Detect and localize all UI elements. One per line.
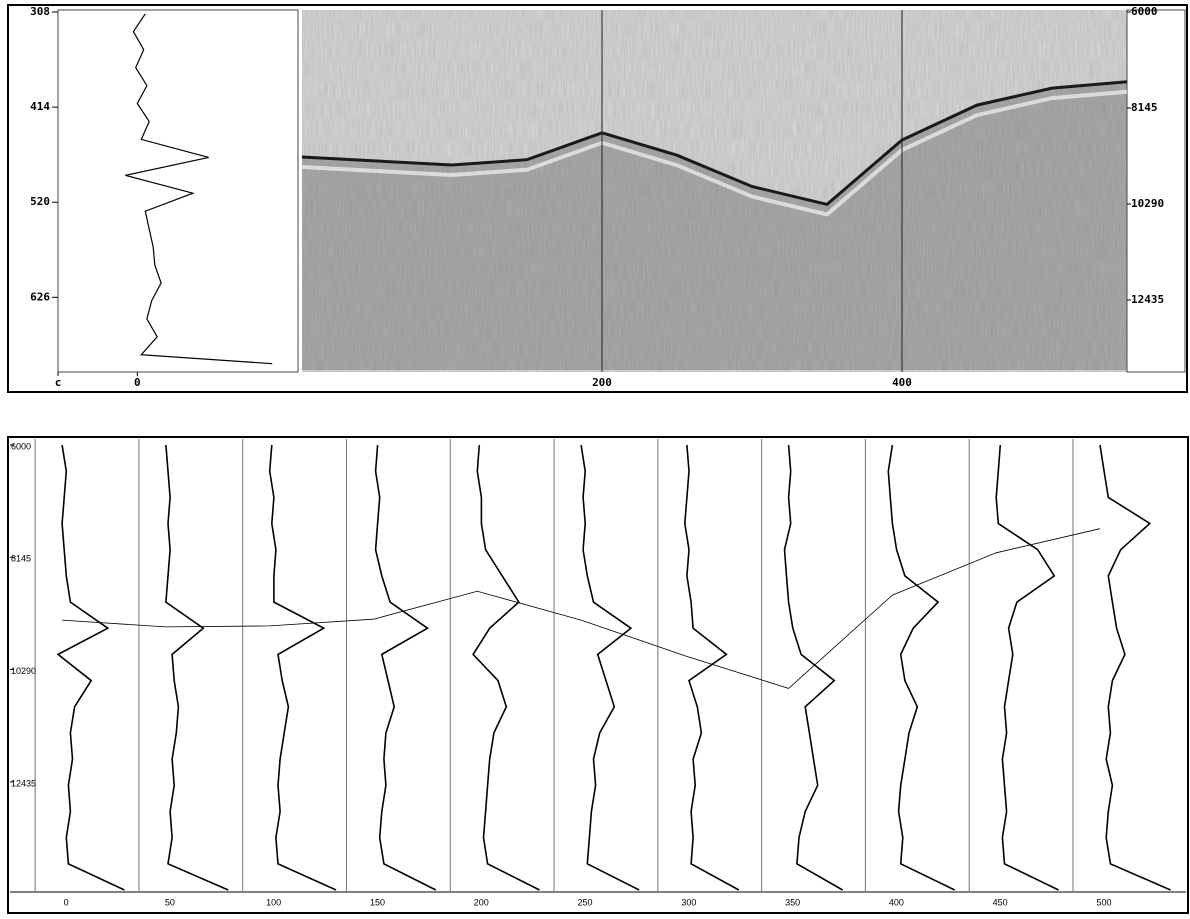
x-tick-label: 0 (134, 376, 141, 389)
x-tick-label: 350 (785, 897, 800, 907)
x-tick-label: 100 (266, 897, 281, 907)
y-tick-label: 6000 (11, 441, 31, 451)
trace (580, 444, 640, 891)
x-tick-label: 450 (993, 897, 1008, 907)
trace (165, 444, 229, 891)
trace (995, 444, 1059, 891)
trace (783, 444, 843, 891)
x-tick-label: 400 (892, 376, 912, 389)
right-axis-panel (1126, 9, 1186, 373)
log-panel (57, 9, 299, 373)
y-tick-label: 520 (30, 195, 50, 208)
y-tick-label: 10290 (11, 666, 36, 676)
y-tick-label: 12435 (11, 778, 36, 788)
trace (887, 444, 956, 891)
x-tick-label: 200 (474, 897, 489, 907)
x-tick-label: 150 (370, 897, 385, 907)
trace (374, 444, 437, 891)
x-tick-label: 400 (889, 897, 904, 907)
x-tick-label: 200 (592, 376, 612, 389)
y-tick-label: 626 (30, 290, 50, 303)
x-tick-label: 50 (165, 897, 175, 907)
bottom-frame (7, 436, 1189, 914)
y-tick-label: 12435 (1131, 293, 1164, 306)
x-tick-label: 300 (681, 897, 696, 907)
trace (472, 444, 540, 891)
y-tick-label: 10290 (1131, 197, 1164, 210)
x-tick-label: 250 (578, 897, 593, 907)
horizon (301, 80, 1128, 207)
y-tick-label: 6000 (1131, 5, 1158, 18)
horizon-pick (62, 528, 1101, 689)
trace (56, 444, 125, 891)
x-tick-label: c (55, 376, 62, 389)
trace (1099, 444, 1171, 891)
x-tick-label: 0 (64, 897, 69, 907)
lower-layer (302, 81, 1127, 371)
y-tick-label: 414 (30, 100, 50, 113)
y-tick-label: 8145 (1131, 101, 1158, 114)
y-tick-label: 8145 (11, 554, 31, 564)
trace (683, 444, 740, 891)
horizon-halo (301, 89, 1128, 217)
x-tick-label: 500 (1096, 897, 1111, 907)
log-curve (125, 13, 273, 365)
section-noise (302, 10, 1127, 372)
y-tick-label: 308 (30, 5, 50, 18)
trace (268, 444, 337, 891)
